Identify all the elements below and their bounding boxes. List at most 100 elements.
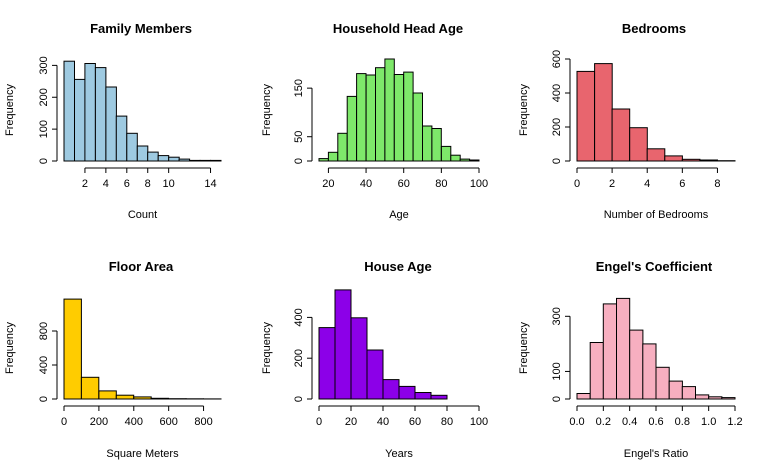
histogram-bar bbox=[611, 108, 631, 162]
histogram-bar bbox=[414, 392, 432, 400]
histogram-panel-3: Bedrooms 0 2 4 6 8 0 200 400 600 Number of Bedroom… bbox=[518, 21, 736, 221]
histogram-bar bbox=[440, 145, 452, 162]
y-tick-label: 100 bbox=[551, 362, 563, 380]
y-tick-label: 100 bbox=[38, 120, 50, 138]
x-tick-label: 1.2 bbox=[727, 416, 742, 428]
x-tick-label: 200 bbox=[90, 416, 108, 428]
histogram-bar bbox=[157, 155, 170, 162]
x-tick-label: 6 bbox=[679, 178, 685, 190]
histogram-bar bbox=[136, 145, 149, 162]
histogram-bar bbox=[602, 303, 617, 400]
y-tick-label: 50 bbox=[293, 131, 305, 143]
y-axis-label: Frequency bbox=[261, 322, 273, 374]
y-tick-label: 300 bbox=[38, 56, 50, 74]
histogram-bar bbox=[655, 366, 670, 400]
histogram-bar bbox=[576, 393, 591, 400]
x-tick-label: 400 bbox=[125, 416, 143, 428]
chart-title: House Age bbox=[364, 259, 431, 274]
x-tick-label: 2 bbox=[82, 178, 88, 190]
y-tick-label: 400 bbox=[293, 308, 305, 326]
x-tick-label: 0.0 bbox=[569, 416, 584, 428]
x-tick-label: 6 bbox=[124, 178, 130, 190]
histogram-bar bbox=[412, 92, 424, 162]
histogram-bar bbox=[384, 58, 395, 162]
x-tick-label: 20 bbox=[322, 178, 334, 190]
histogram-bar bbox=[199, 159, 212, 162]
x-tick-label: 0.6 bbox=[648, 416, 663, 428]
histogram-bar bbox=[469, 159, 480, 162]
x-tick-label: 8 bbox=[714, 178, 720, 190]
histogram-bar bbox=[668, 380, 683, 400]
histogram-bar bbox=[594, 63, 613, 162]
histogram-bar bbox=[403, 71, 414, 162]
histogram-bar bbox=[398, 385, 416, 400]
y-tick-label: 150 bbox=[293, 79, 305, 97]
histogram-bar bbox=[375, 67, 386, 162]
y-tick-label: 0 bbox=[38, 396, 50, 402]
histogram-bar bbox=[94, 67, 107, 162]
histogram-bar bbox=[318, 158, 329, 162]
histogram-bar bbox=[318, 327, 336, 400]
x-tick-label: 100 bbox=[470, 416, 488, 428]
histogram-bar bbox=[708, 396, 723, 400]
histogram-bar bbox=[346, 95, 358, 162]
histogram-bar bbox=[642, 343, 657, 400]
y-tick-label: 0 bbox=[293, 396, 305, 402]
histogram-bar bbox=[616, 297, 631, 400]
histogram-bar bbox=[393, 74, 405, 162]
y-axis-label: Frequency bbox=[261, 84, 273, 136]
x-tick-label: 0 bbox=[61, 416, 67, 428]
chart-title: Floor Area bbox=[109, 259, 174, 274]
x-tick-label: 0.2 bbox=[596, 416, 611, 428]
histogram-bar bbox=[366, 349, 384, 400]
y-tick-label: 400 bbox=[38, 356, 50, 374]
x-tick-label: 800 bbox=[194, 416, 212, 428]
y-tick-label: 0 bbox=[38, 158, 50, 164]
x-axis-label: Years bbox=[385, 448, 413, 460]
x-tick-label: 0 bbox=[574, 178, 580, 190]
histogram-bar bbox=[422, 125, 433, 162]
histogram-bar bbox=[350, 317, 368, 400]
chart-title: Household Head Age bbox=[333, 21, 463, 36]
y-tick-label: 0 bbox=[293, 158, 305, 164]
histogram-bar bbox=[337, 132, 348, 162]
y-tick-label: 200 bbox=[38, 88, 50, 106]
histogram-bar bbox=[431, 128, 442, 162]
x-axis-label: Square Meters bbox=[106, 448, 179, 460]
y-tick-label: 600 bbox=[551, 50, 563, 68]
y-tick-label: 200 bbox=[293, 349, 305, 367]
histogram-panel-1: Family Members 2 4 6 8 10 14 0 100 200 300 Count Fre… bbox=[4, 21, 222, 221]
histogram-bar bbox=[430, 394, 448, 400]
y-tick-label: 400 bbox=[551, 84, 563, 102]
y-axis-label: Frequency bbox=[4, 322, 16, 374]
histogram-bar bbox=[178, 158, 191, 162]
y-tick-label: 800 bbox=[38, 322, 50, 340]
histogram-bar bbox=[189, 159, 201, 162]
x-tick-label: 100 bbox=[470, 178, 488, 190]
histogram-bar bbox=[63, 298, 82, 400]
histogram-panel-4: Floor Area 0 200 400 600 800 0 400 800 Square Met… bbox=[4, 259, 222, 460]
x-tick-label: 60 bbox=[398, 178, 410, 190]
histogram-panel-6: Engel's Coefficient 0.0 0.2 0.4 0.6 0.8 1.0 1.2… bbox=[518, 259, 743, 460]
x-tick-label: 0.8 bbox=[675, 416, 690, 428]
histogram-bar bbox=[365, 74, 377, 162]
histogram-bar bbox=[459, 158, 471, 162]
histogram-panel-5: House Age 0 20 40 60 80 100 0 200 400 Years Frequen… bbox=[261, 259, 488, 460]
x-tick-label: 10 bbox=[163, 178, 175, 190]
histogram-bar bbox=[80, 376, 100, 400]
x-tick-label: 80 bbox=[435, 178, 447, 190]
histogram-bar bbox=[356, 73, 367, 162]
y-axis-label: Frequency bbox=[518, 322, 530, 374]
histogram-bar bbox=[150, 397, 170, 400]
histogram-bar bbox=[63, 60, 75, 162]
chart-title: Bedrooms bbox=[622, 21, 686, 36]
histogram-bar bbox=[210, 159, 222, 162]
histogram-bar bbox=[576, 70, 596, 162]
y-tick-label: 0 bbox=[551, 396, 563, 402]
histogram-bar bbox=[115, 394, 135, 400]
x-tick-label: 1.0 bbox=[701, 416, 716, 428]
y-tick-label: 300 bbox=[551, 307, 563, 325]
histogram-bar bbox=[126, 132, 138, 162]
chart-title: Family Members bbox=[90, 21, 192, 36]
